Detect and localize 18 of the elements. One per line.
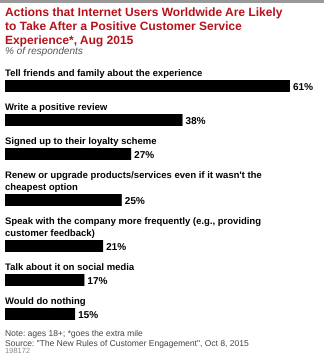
y-tick-label: Signed up to their loyalty scheme [5,136,157,147]
data-label: 21% [106,242,126,253]
y-tick-label: Tell friends and family about the experience [5,68,202,79]
y-tick-label: Speak with the company more frequently (e.g., providing customer feedback) [5,216,262,239]
data-label: 15% [78,310,98,321]
y-tick-label: Write a positive review [5,102,108,113]
data-label: 27% [134,150,154,161]
annotation: Note: ages 18+; *goes the extra mile [5,328,144,338]
y-tick-label: Would do nothing [5,296,86,307]
data-label: 61% [293,82,314,93]
y-tick-label: Talk about it on social media [5,262,135,273]
y-tick-label: Renew or upgrade products/services even if it wasn't the cheapest option [5,170,262,193]
chart-title: Actions that Internet Users Worldwide Are Likely to Take After a Positive Customer Service Experience*, Aug 2015 [5,5,283,47]
annotation: Source: "The New Rules of Customer Engagement", Oct 8, 2015 [5,338,249,348]
data-label: 17% [87,276,108,287]
chart-subtitle: % of respondents [5,46,83,57]
data-label: 38% [186,116,206,127]
data-label: 25% [124,196,145,207]
